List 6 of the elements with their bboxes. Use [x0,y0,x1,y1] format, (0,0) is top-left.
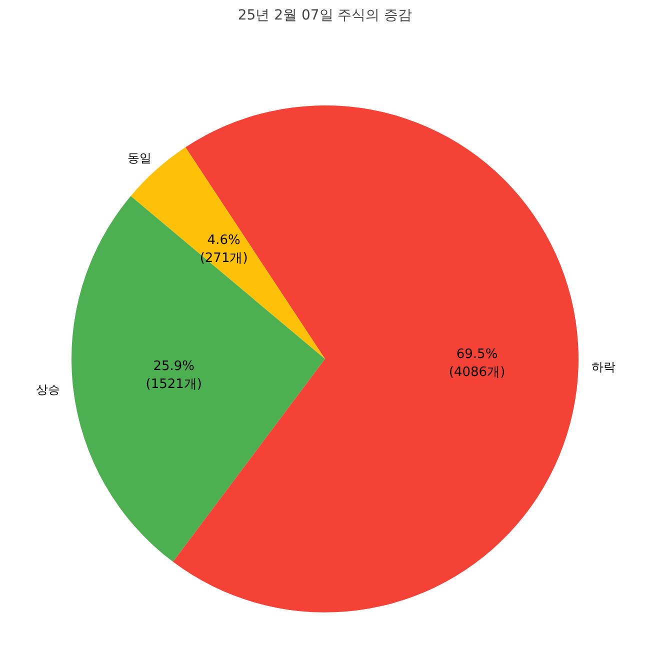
slice-label: 동일 [127,150,152,165]
chart-title: 25년 2월 07일 주식의 증감 [238,8,412,24]
slice-label: 상승 [36,382,60,397]
data-label: 25.9% (1521개) [146,359,202,392]
slice-label: 하락 [592,360,616,374]
data-label: 69.5% (4086개) [448,346,506,380]
